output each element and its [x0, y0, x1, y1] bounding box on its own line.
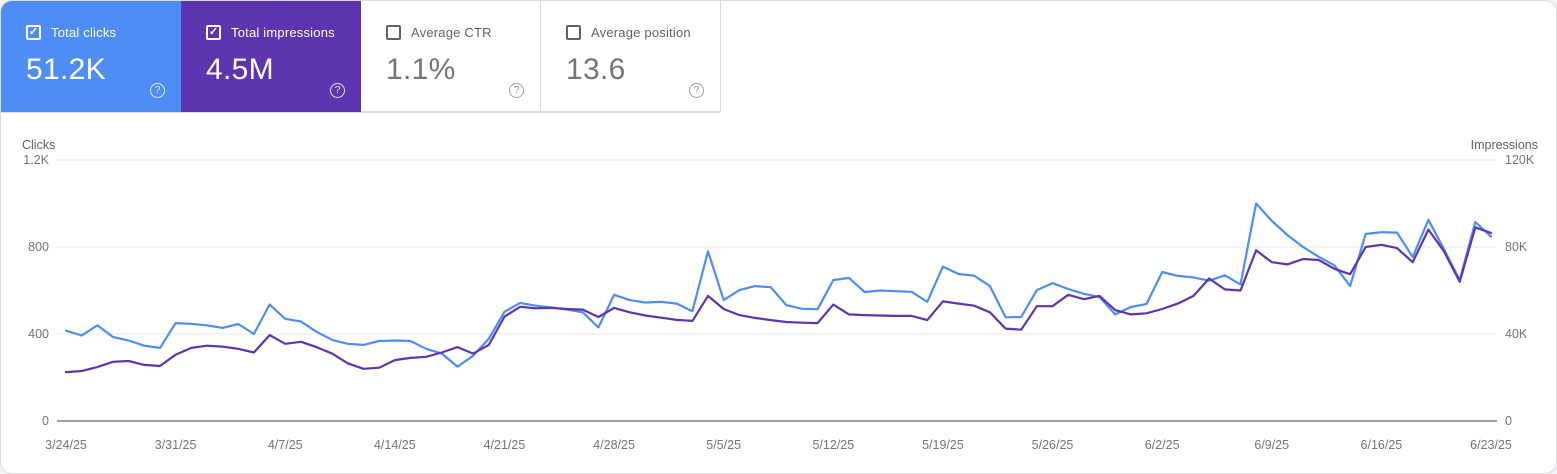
card-average-ctr[interactable]: ✓ Average CTR 1.1% ? [361, 1, 541, 112]
x-axis-label: 5/26/25 [1032, 438, 1074, 452]
card-average-ctr-header: ✓ Average CTR [386, 25, 540, 40]
performance-chart[interactable]: Clicks Impressions 0 0 400 40K 800 80K 1.2K 120… [1, 113, 1557, 474]
card-label: Total impressions [231, 25, 335, 40]
checkbox-unchecked-icon[interactable]: ✓ [386, 25, 401, 40]
right-axis-tick-label: 80K [1505, 240, 1528, 254]
x-axis-label: 4/28/25 [593, 438, 635, 452]
y-axis-tick-labels: 0 0 400 40K 800 80K 1.2K 120K [23, 153, 1535, 428]
left-axis-tick-label: 800 [28, 240, 49, 254]
metric-value: 51.2K [26, 53, 106, 86]
right-axis-title: Impressions [1471, 138, 1538, 152]
x-axis-label: 6/2/25 [1145, 438, 1180, 452]
chart-canvas[interactable]: Clicks Impressions 0 0 400 40K 800 80K 1.2K 120… [1, 113, 1557, 474]
left-axis-tick-label: 1.2K [23, 153, 49, 167]
x-axis-label: 5/12/25 [812, 438, 854, 452]
metric-value: 1.1% [386, 53, 456, 86]
checkbox-checked-icon[interactable]: ✓ [206, 25, 221, 40]
data-series-lines [64, 202, 1493, 374]
impressions-line [64, 226, 1493, 374]
x-axis-label: 4/21/25 [484, 438, 526, 452]
gridlines [57, 159, 1497, 422]
card-average-position-header: ✓ Average position [566, 25, 720, 40]
x-axis-label: 5/19/25 [922, 438, 964, 452]
checkbox-unchecked-icon[interactable]: ✓ [566, 25, 581, 40]
card-label: Total clicks [51, 25, 117, 40]
metric-cards: ✓ Total clicks 51.2K ? ✓ Total impressio… [1, 1, 721, 113]
right-axis-tick-label: 0 [1505, 414, 1512, 428]
checkmark-icon: ✓ [28, 26, 39, 38]
card-label: Average position [591, 25, 691, 40]
metric-value: 4.5M [206, 53, 274, 86]
checkmark-icon: ✓ [208, 26, 219, 38]
clicks-line [64, 202, 1493, 368]
right-axis-tick-label: 40K [1505, 327, 1528, 341]
x-axis-label: 4/14/25 [374, 438, 416, 452]
x-axis-label: 5/5/25 [706, 438, 741, 452]
help-icon[interactable]: ? [689, 83, 704, 98]
card-label: Average CTR [411, 25, 492, 40]
x-axis-label: 4/7/25 [268, 438, 303, 452]
x-axis-tick-labels: 3/24/25 3/31/25 4/7/25 4/14/25 4/21/25 4/28/2… [45, 438, 1512, 452]
card-total-clicks[interactable]: ✓ Total clicks 51.2K ? [1, 1, 181, 112]
left-axis-tick-label: 400 [28, 327, 49, 341]
card-total-impressions[interactable]: ✓ Total impressions 4.5M ? [181, 1, 361, 112]
x-axis-label: 3/31/25 [155, 438, 197, 452]
x-axis-label: 6/23/25 [1470, 438, 1512, 452]
card-total-clicks-header: ✓ Total clicks [26, 25, 181, 40]
checkbox-checked-icon[interactable]: ✓ [26, 25, 41, 40]
help-icon[interactable]: ? [150, 83, 165, 98]
help-icon[interactable]: ? [330, 83, 345, 98]
card-total-impressions-header: ✓ Total impressions [206, 25, 361, 40]
x-axis-label: 3/24/25 [45, 438, 87, 452]
left-axis-tick-label: 0 [42, 414, 49, 428]
x-axis-label: 6/9/25 [1254, 438, 1289, 452]
x-axis-label: 6/16/25 [1361, 438, 1403, 452]
right-axis-tick-label: 120K [1505, 153, 1535, 167]
card-average-position[interactable]: ✓ Average position 13.6 ? [541, 1, 721, 112]
left-axis-title: Clicks [22, 138, 55, 152]
metric-value: 13.6 [566, 53, 626, 86]
help-icon[interactable]: ? [509, 83, 524, 98]
